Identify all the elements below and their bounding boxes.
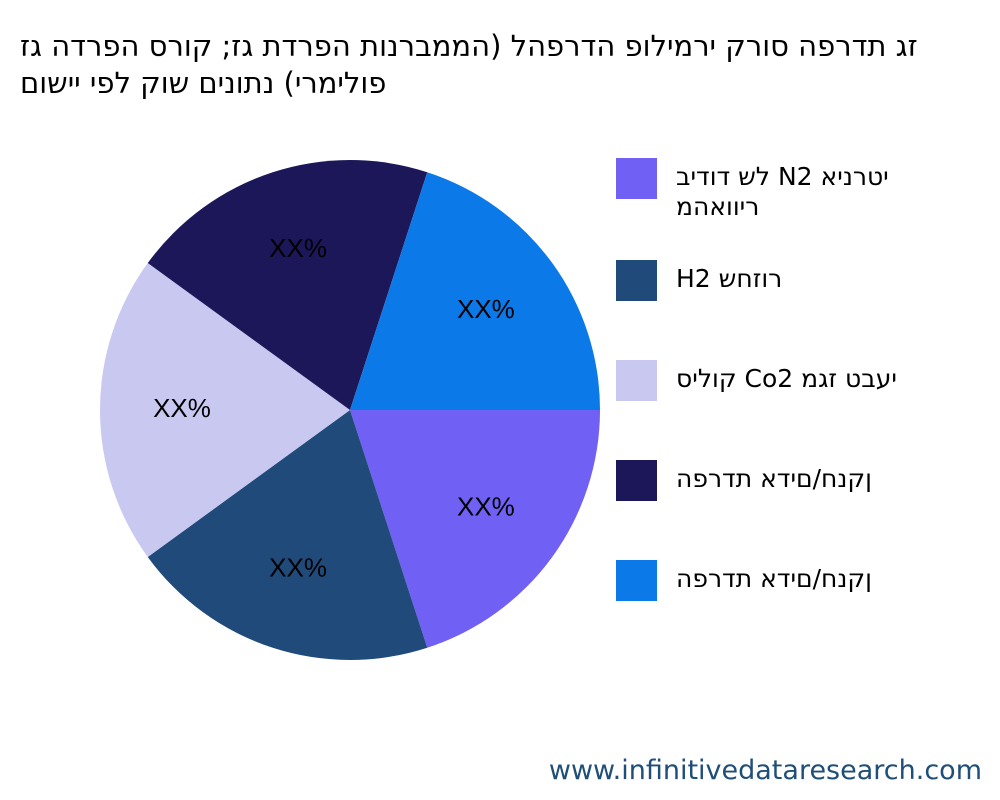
slice-value-label-1: XX%: [457, 492, 515, 522]
legend-item-1: יטרניא N2 לש דודיב ריוואהמ: [616, 158, 976, 221]
chart-title-line-1: זג תדרפה סורק ירמילופ הדרפהל (הממברנות ה…: [20, 29, 918, 63]
legend-label: רוזחש H2: [676, 264, 783, 293]
legend-swatch: [616, 158, 657, 199]
legend-label: ןקנח/םידא תדרפה: [676, 564, 872, 593]
legend-item-2: רוזחש H2: [616, 260, 976, 320]
pie-labels: XX% XX% XX% XX% XX%: [153, 233, 515, 583]
pie-slice-3: [100, 263, 350, 557]
legend-swatch: [616, 460, 657, 501]
legend-label: יטרניא N2 לש דודיב ריוואהמ: [676, 162, 889, 221]
pie-slice-5: [350, 172, 600, 410]
legend-label: ןקנח/םידא תדרפה: [676, 464, 872, 493]
chart-title-line-2: פולימרי) נתונים שוק לפי יישום: [20, 66, 387, 100]
legend-item-3: יעבט זגמ Co2 קוליס: [616, 360, 976, 420]
pie-slice-2: [147, 410, 428, 660]
pie-slice-1: [350, 410, 600, 648]
slice-value-label-2: XX%: [269, 553, 327, 583]
legend-item-4: ןקנח/םידא תדרפה: [616, 460, 976, 520]
footer-url[interactable]: www.infinitivedataresearch.com: [548, 755, 982, 786]
pie-slice-4: [147, 160, 428, 410]
legend-swatch: [616, 360, 657, 401]
slice-value-label-3: XX%: [153, 393, 211, 423]
slice-value-label-4: XX%: [269, 233, 327, 263]
chart-title: זג תדרפה סורק ירמילופ הדרפהל (הממברנות ה…: [20, 28, 970, 102]
slice-value-label-5: XX%: [457, 294, 515, 324]
legend-swatch: [616, 560, 657, 601]
pie-slices: [100, 160, 600, 660]
legend-label: יעבט זגמ Co2 קוליס: [676, 364, 897, 393]
legend-swatch: [616, 260, 657, 301]
legend-item-5: ןקנח/םידא תדרפה: [616, 560, 976, 620]
